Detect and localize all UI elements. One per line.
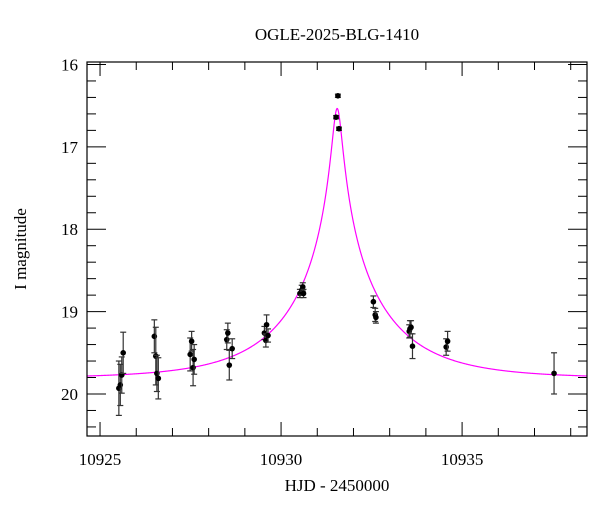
data-marker — [335, 92, 341, 99]
data-marker — [225, 330, 231, 336]
data-marker — [187, 351, 193, 358]
y-tick-label: 18 — [61, 220, 78, 239]
data-marker — [263, 321, 270, 328]
data-marker — [409, 343, 416, 350]
data-point — [335, 125, 342, 132]
data-marker — [333, 114, 339, 120]
data-marker — [155, 375, 162, 382]
data-point — [265, 328, 272, 343]
y-tick-label: 17 — [61, 138, 79, 157]
x-tick-label: 10925 — [79, 450, 122, 469]
data-point — [334, 92, 341, 99]
data-point — [300, 288, 307, 299]
chart-title: OGLE-2025-BLG-1410 — [255, 25, 419, 44]
data-marker — [373, 314, 379, 321]
data-marker — [300, 290, 307, 297]
y-tick-labels: 16 17 18 19 20 — [61, 55, 79, 404]
y-tick-label: 20 — [61, 385, 78, 404]
data-marker — [191, 356, 197, 363]
data-point — [117, 363, 124, 407]
data-marker — [444, 338, 451, 345]
axis-ticks — [87, 62, 587, 436]
y-axis-label: I magnitude — [11, 208, 30, 290]
data-marker — [188, 338, 195, 345]
data-marker — [223, 336, 230, 343]
data-point — [120, 331, 127, 374]
data-marker — [265, 332, 271, 339]
data-marker — [226, 362, 233, 368]
data-point — [333, 114, 340, 120]
data-marker — [229, 345, 235, 352]
data-marker — [370, 298, 377, 305]
data-point — [151, 319, 158, 354]
data-marker — [336, 125, 342, 132]
x-tick-labels: 10925 10930 10935 — [79, 450, 484, 469]
data-marker — [120, 349, 127, 356]
y-tick-label: 19 — [61, 303, 78, 322]
data-point — [155, 357, 162, 400]
data-marker — [190, 364, 196, 371]
data-marker — [551, 370, 557, 377]
data-point — [224, 322, 231, 344]
data-point — [551, 352, 558, 395]
data-marker — [299, 284, 306, 290]
x-tick-label: 10930 — [260, 450, 303, 469]
x-axis-label: HJD - 2450000 — [285, 476, 390, 495]
data-point — [191, 343, 198, 375]
data-point — [370, 295, 377, 309]
data-point — [226, 349, 233, 381]
data-point — [372, 311, 379, 324]
data-point — [409, 333, 416, 360]
model-curve — [86, 107, 588, 377]
data-point — [444, 330, 451, 352]
data-point — [153, 354, 160, 393]
y-tick-label: 16 — [61, 55, 78, 74]
data-point — [229, 338, 236, 360]
data-point — [115, 360, 122, 417]
data-points-layer — [115, 92, 558, 417]
plot-frame — [86, 61, 588, 437]
model-curve-layer — [86, 107, 588, 377]
x-tick-label: 10935 — [441, 450, 484, 469]
data-point — [188, 330, 195, 352]
data-marker — [408, 324, 414, 331]
